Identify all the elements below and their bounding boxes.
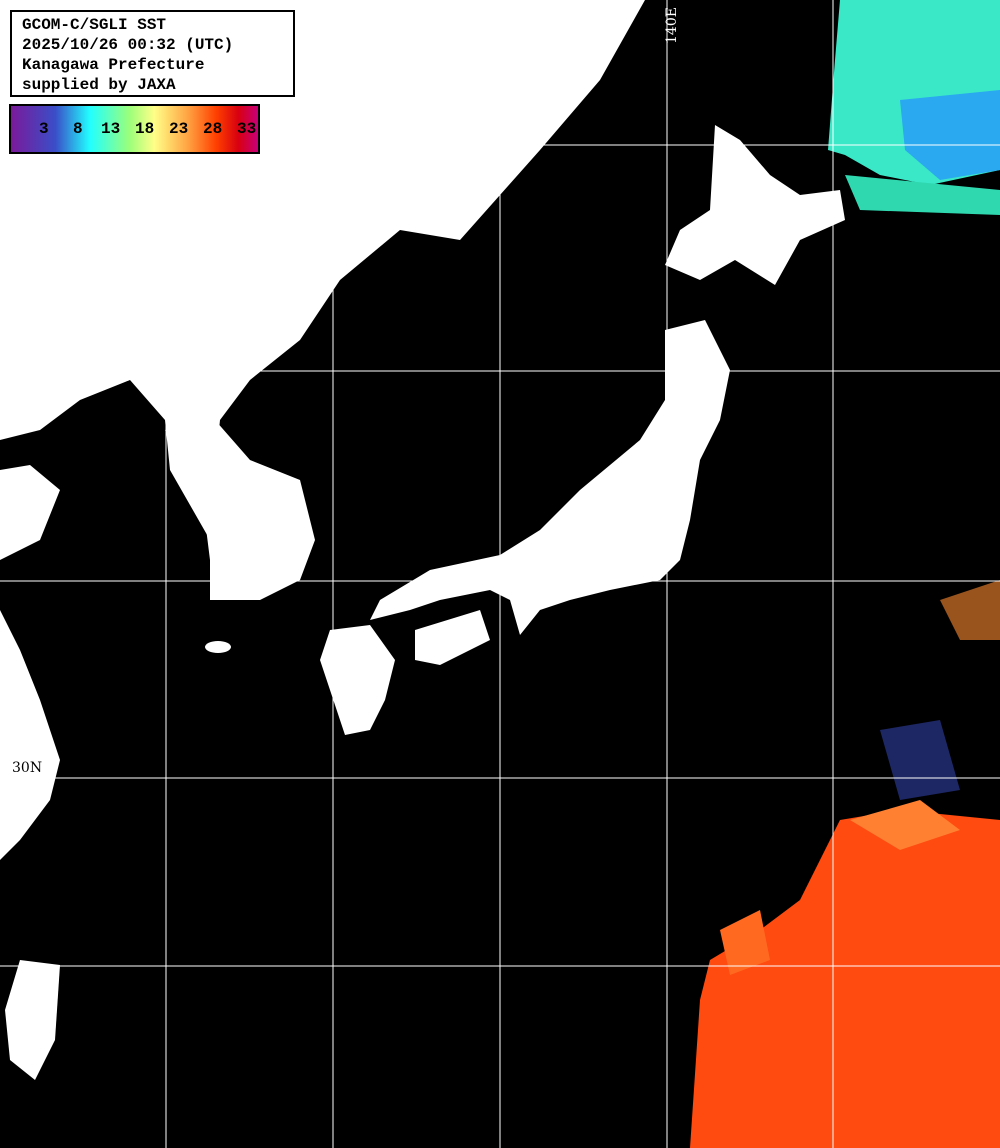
land-jeju — [205, 641, 231, 653]
colorbar-tick: 3 — [39, 120, 49, 138]
product-title: GCOM-C/SGLI SST — [22, 16, 167, 34]
sst-data — [690, 0, 1000, 1148]
lon-label-140e: 140E — [664, 7, 680, 44]
land-china-coast — [0, 465, 60, 560]
colorbar-tick: 18 — [135, 120, 155, 138]
color-scale-bar: 3 8 13 18 23 28 33 — [9, 104, 260, 154]
colorbar-tick: 28 — [203, 120, 223, 138]
region-label: Kanagawa Prefecture — [22, 56, 205, 74]
sst-patch-south — [690, 810, 1000, 1148]
land-shikoku — [415, 610, 490, 665]
info-box: GCOM-C/SGLI SST 2025/10/26 00:32 (UTC) K… — [10, 10, 295, 97]
land — [0, 0, 845, 1080]
lat-label-30n: 30N — [12, 760, 43, 776]
land-korea — [165, 420, 315, 600]
observation-datetime: 2025/10/26 00:32 (UTC) — [22, 36, 234, 54]
credit-label: supplied by JAXA — [22, 76, 176, 94]
land-hokkaido — [665, 125, 845, 285]
colorbar-tick: 33 — [237, 120, 257, 138]
colorbar-tick: 8 — [73, 120, 83, 138]
colorbar-tick: 23 — [169, 120, 189, 138]
land-kyushu — [320, 625, 395, 735]
colorbar-tick: 13 — [101, 120, 121, 138]
land-taiwan — [5, 960, 60, 1080]
land-honshu — [370, 320, 730, 635]
lat-label-40n: 40N — [12, 352, 43, 368]
